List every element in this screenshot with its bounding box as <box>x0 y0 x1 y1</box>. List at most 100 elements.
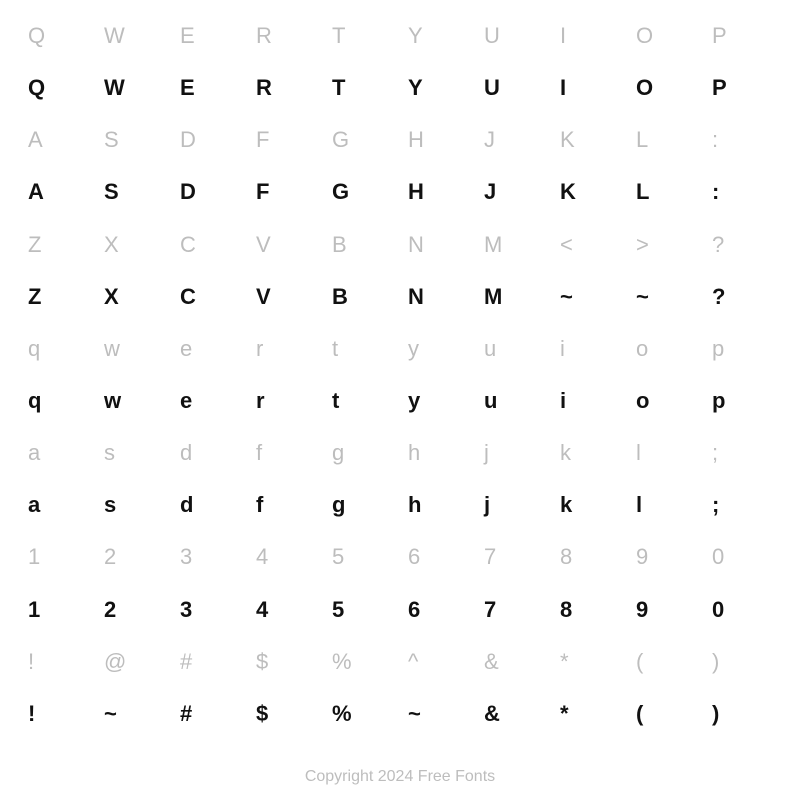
glyph-char: d <box>180 492 193 518</box>
glyph-char: B <box>332 284 348 310</box>
ref-cell: h <box>400 427 476 479</box>
glyph-cell: p <box>704 375 780 427</box>
ref-cell: * <box>552 636 628 688</box>
glyph-char: G <box>332 179 349 205</box>
glyph-cell: ~ <box>552 271 628 323</box>
ref-char: ! <box>28 649 34 675</box>
glyph-char: ~ <box>636 284 649 310</box>
ref-cell: 0 <box>704 531 780 583</box>
glyph-cell: q <box>20 375 96 427</box>
ref-cell: G <box>324 114 400 166</box>
ref-cell: H <box>400 114 476 166</box>
ref-cell: ^ <box>400 636 476 688</box>
ref-char: Q <box>28 23 45 49</box>
ref-cell: I <box>552 10 628 62</box>
glyph-cell: H <box>400 166 476 218</box>
ref-cell: g <box>324 427 400 479</box>
glyph-char: $ <box>256 701 268 727</box>
glyph-char: o <box>636 388 649 414</box>
glyph-char: D <box>180 179 196 205</box>
ref-cell: F <box>248 114 324 166</box>
ref-char: a <box>28 440 40 466</box>
glyph-cell: ( <box>628 688 704 740</box>
ref-char: > <box>636 232 649 258</box>
ref-char: p <box>712 336 724 362</box>
ref-char: s <box>104 440 115 466</box>
glyph-cell: k <box>552 479 628 531</box>
glyph-cell: * <box>552 688 628 740</box>
glyph-char: ; <box>712 492 719 518</box>
ref-char: 8 <box>560 544 572 570</box>
glyph-char: ) <box>712 701 719 727</box>
glyph-char: 1 <box>28 597 40 623</box>
ref-char: 4 <box>256 544 268 570</box>
ref-char: 2 <box>104 544 116 570</box>
ref-cell: a <box>20 427 96 479</box>
ref-char: g <box>332 440 344 466</box>
ref-cell: 6 <box>400 531 476 583</box>
glyph-cell: & <box>476 688 552 740</box>
glyph-cell: a <box>20 479 96 531</box>
ref-cell: O <box>628 10 704 62</box>
ref-char: M <box>484 232 502 258</box>
glyph-char: t <box>332 388 339 414</box>
glyph-cell: F <box>248 166 324 218</box>
ref-char: I <box>560 23 566 49</box>
ref-char: G <box>332 127 349 153</box>
ref-cell: r <box>248 323 324 375</box>
glyph-cell: 5 <box>324 584 400 636</box>
ref-cell: ) <box>704 636 780 688</box>
ref-char: P <box>712 23 727 49</box>
ref-char: % <box>332 649 352 675</box>
glyph-cell: e <box>172 375 248 427</box>
ref-char: L <box>636 127 648 153</box>
glyph-cell: % <box>324 688 400 740</box>
ref-cell: q <box>20 323 96 375</box>
ref-char: & <box>484 649 499 675</box>
glyph-cell: f <box>248 479 324 531</box>
ref-cell: E <box>172 10 248 62</box>
ref-char: q <box>28 336 40 362</box>
glyph-char: f <box>256 492 263 518</box>
ref-cell: o <box>628 323 704 375</box>
glyph-cell: s <box>96 479 172 531</box>
ref-char: ( <box>636 649 643 675</box>
ref-cell: f <box>248 427 324 479</box>
glyph-cell: E <box>172 62 248 114</box>
ref-cell: K <box>552 114 628 166</box>
ref-char: t <box>332 336 338 362</box>
ref-cell: u <box>476 323 552 375</box>
glyph-char: T <box>332 75 345 101</box>
ref-char: : <box>712 127 718 153</box>
ref-cell: Q <box>20 10 96 62</box>
ref-cell: 2 <box>96 531 172 583</box>
glyph-cell: # <box>172 688 248 740</box>
ref-char: < <box>560 232 573 258</box>
ref-char: W <box>104 23 125 49</box>
ref-char: ? <box>712 232 724 258</box>
glyph-char: # <box>180 701 192 727</box>
glyph-char: : <box>712 179 719 205</box>
ref-cell: M <box>476 219 552 271</box>
ref-char: 1 <box>28 544 40 570</box>
glyph-char: j <box>484 492 490 518</box>
glyph-char: M <box>484 284 502 310</box>
ref-char: Y <box>408 23 423 49</box>
glyph-char: 0 <box>712 597 724 623</box>
ref-char: J <box>484 127 495 153</box>
glyph-char: ! <box>28 701 35 727</box>
ref-cell: B <box>324 219 400 271</box>
ref-cell: 5 <box>324 531 400 583</box>
glyph-cell: T <box>324 62 400 114</box>
glyph-cell: A <box>20 166 96 218</box>
glyph-char: u <box>484 388 497 414</box>
glyph-cell: d <box>172 479 248 531</box>
ref-cell: i <box>552 323 628 375</box>
ref-cell: d <box>172 427 248 479</box>
glyph-cell: ; <box>704 479 780 531</box>
glyph-char: A <box>28 179 44 205</box>
ref-char: H <box>408 127 424 153</box>
ref-cell: W <box>96 10 172 62</box>
glyph-cell: R <box>248 62 324 114</box>
ref-char: X <box>104 232 119 258</box>
